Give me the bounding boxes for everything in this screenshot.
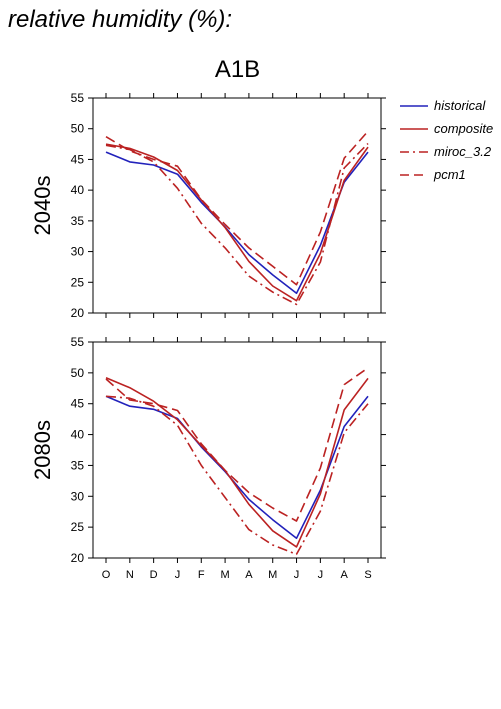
y-tick-label: 35 <box>71 214 85 228</box>
legend-item: pcm1 <box>400 167 466 182</box>
series-line-historical <box>105 151 369 295</box>
y-tick-label: 50 <box>71 122 85 136</box>
chart-panel-2040s: 20 25 30 35 40 45 50 55 2040s <box>30 91 386 320</box>
x-tick-label: S <box>364 569 371 581</box>
y-tick-label: 40 <box>71 183 85 197</box>
x-tick-label: A <box>245 569 253 581</box>
y-tick-label: 40 <box>71 428 85 442</box>
row-label: 2040s <box>30 176 55 236</box>
y-tick-label: 55 <box>71 91 85 105</box>
y-tick-label: 35 <box>71 458 85 472</box>
x-tick-label: J <box>175 569 181 581</box>
x-tick-label: D <box>150 569 158 581</box>
y-tick-label: 55 <box>71 335 85 349</box>
y-tick-label: 50 <box>71 366 85 380</box>
y-tick-label: 30 <box>71 245 85 259</box>
series-line-pcm1 <box>105 130 369 286</box>
x-tick-label: J <box>318 569 324 581</box>
legend-item: miroc_3.2 <box>400 144 492 159</box>
x-tick-label: M <box>268 569 277 581</box>
y-tick-label: 25 <box>71 275 85 289</box>
x-tick-label: J <box>294 569 300 581</box>
series-line-composite <box>105 377 369 548</box>
legend-label: historical <box>434 98 486 113</box>
y-tick-label: 45 <box>71 397 85 411</box>
y-tick-label: 20 <box>71 551 85 565</box>
legend-item: historical <box>400 98 486 113</box>
legend-label: pcm1 <box>433 167 466 182</box>
scenario-title: A1B <box>214 56 261 83</box>
series-line-miroc-3-2 <box>105 395 369 556</box>
y-tick-label: 45 <box>71 152 85 166</box>
x-tick-label: N <box>126 569 134 581</box>
y-tick-label: 25 <box>71 520 85 534</box>
series-line-miroc-3-2 <box>105 142 369 306</box>
series-line-pcm1 <box>105 367 369 522</box>
legend-item: composite <box>400 121 493 136</box>
x-tick-label: O <box>102 569 111 581</box>
row-label: 2080s <box>30 420 55 480</box>
x-tick-label: A <box>341 569 349 581</box>
x-tick-label: M <box>221 569 230 581</box>
plot-frame <box>92 97 382 314</box>
legend-label: composite <box>434 121 493 136</box>
chart-panel-2080s: 20 25 30 35 40 45 50 55 O N D J F M A M J J A S 2080s <box>30 335 386 581</box>
legend-label: miroc_3.2 <box>434 144 492 159</box>
figure-title: relative humidity (%): <box>8 6 233 33</box>
y-tick-label: 30 <box>71 489 85 503</box>
x-tick-label: F <box>198 569 205 581</box>
y-tick-label: 20 <box>71 306 85 320</box>
plot-frame <box>92 341 382 559</box>
legend: historical composite miroc_3.2 pcm1 <box>400 98 493 182</box>
series-line-composite <box>105 143 369 302</box>
